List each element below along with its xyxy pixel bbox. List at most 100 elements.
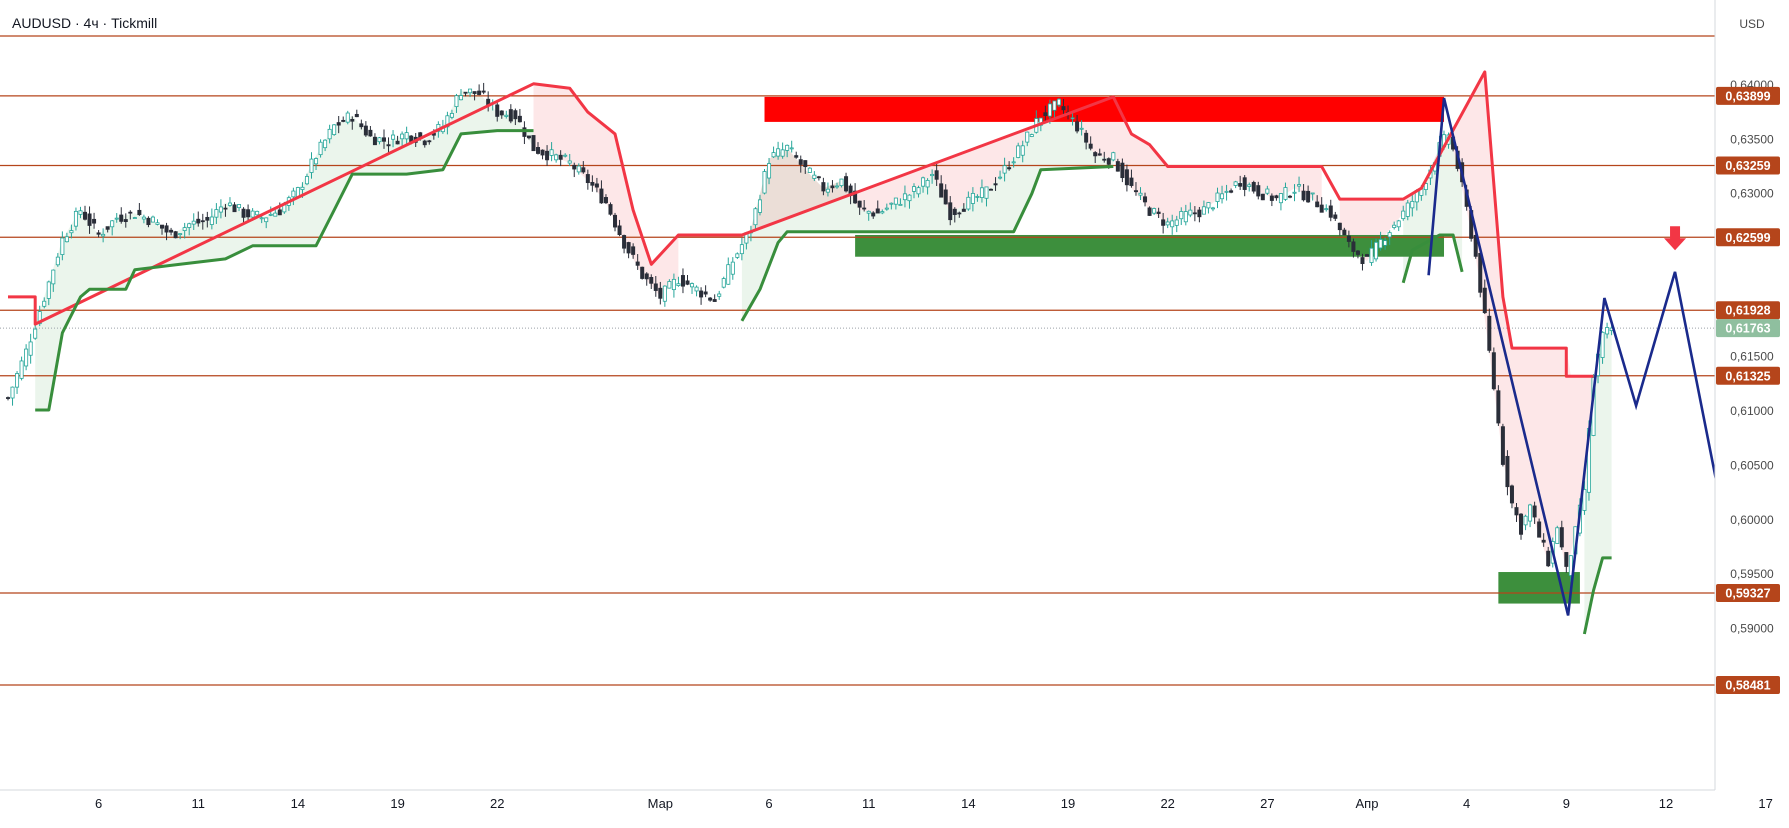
candle-body	[187, 223, 192, 228]
candle-body	[173, 231, 178, 239]
candle-body	[1251, 182, 1256, 192]
candle-body	[540, 149, 545, 156]
levels-layer	[0, 35, 1715, 686]
y-tick-label-6: 0,60000	[1730, 513, 1774, 527]
candle-body	[585, 174, 590, 184]
candle-body	[10, 386, 15, 399]
candle-body	[1491, 352, 1496, 390]
candle-body	[703, 291, 708, 295]
candle-body	[825, 188, 830, 193]
candle-body	[830, 185, 835, 189]
candle-body	[834, 185, 839, 188]
candle-body	[1509, 485, 1514, 504]
candle-body	[1260, 193, 1265, 201]
candle-body	[1102, 158, 1107, 161]
supertrend-up-line-4	[1582, 556, 1612, 635]
candle-body	[350, 118, 355, 122]
x-tick-label-9: 19	[1061, 796, 1075, 811]
candle-body	[336, 122, 341, 126]
candle-body	[943, 189, 948, 205]
candle-body	[318, 141, 323, 156]
candle-body	[395, 140, 400, 145]
candle-body	[1007, 167, 1012, 170]
candle-body	[563, 154, 568, 157]
candle-body	[613, 214, 618, 228]
candle-body	[1206, 202, 1211, 209]
candle-body	[939, 183, 944, 198]
candle-body	[807, 167, 812, 173]
candle-body	[223, 207, 228, 210]
y-tick-label-4: 0,61000	[1730, 404, 1774, 418]
candle-body	[1528, 504, 1533, 522]
candle-body	[1047, 103, 1052, 117]
candle-body	[481, 90, 486, 93]
candle-body	[708, 297, 713, 301]
candle-body	[37, 311, 42, 325]
y-tick-label-8: 0,59000	[1730, 622, 1774, 636]
x-tick-label-11: 27	[1260, 796, 1274, 811]
down-arrow-icon	[1664, 226, 1687, 251]
candle-body	[1201, 206, 1206, 215]
candle-body	[46, 281, 51, 299]
currency-label[interactable]: USD	[1739, 17, 1765, 31]
candle-body	[164, 225, 169, 233]
candle-body	[1111, 152, 1116, 161]
candle-body	[1532, 505, 1537, 518]
candle-body	[160, 224, 165, 229]
candle-body	[87, 213, 92, 226]
candle-body	[658, 287, 663, 299]
candle-body	[545, 150, 550, 161]
candle-body	[1129, 177, 1134, 186]
candle-body	[608, 204, 613, 215]
candle-body	[952, 208, 957, 215]
candle-body	[794, 155, 799, 158]
candle-body	[205, 216, 210, 221]
candle-body	[798, 159, 803, 165]
candle-body	[1156, 211, 1161, 214]
candle-body	[671, 278, 676, 291]
candle-body	[1396, 220, 1401, 228]
candle-body	[42, 300, 47, 307]
candle-body	[866, 210, 871, 214]
candle-body	[1165, 221, 1170, 226]
candle-body	[1392, 224, 1397, 228]
candle-body	[1020, 145, 1025, 156]
candle-body	[839, 178, 844, 187]
candle-body	[1342, 229, 1347, 236]
y-tick-label-2: 0,63000	[1730, 187, 1774, 201]
candle-body	[1152, 208, 1157, 214]
candle-body	[902, 193, 907, 201]
candle-body	[1546, 550, 1551, 567]
level-tag-1	[1716, 86, 1780, 105]
candle-body	[1559, 527, 1564, 548]
candle-body	[19, 360, 24, 379]
candle-body	[1183, 211, 1188, 223]
candle-body	[1287, 195, 1292, 198]
candle-body	[667, 281, 672, 289]
candle-body	[889, 202, 894, 205]
candle-body	[1324, 208, 1329, 211]
candle-body	[1537, 521, 1542, 538]
candle-body	[69, 230, 74, 234]
candle-body	[1378, 239, 1383, 249]
candle-body	[753, 208, 758, 226]
y-tick-label-3: 0,61500	[1730, 350, 1774, 364]
candle-body	[812, 174, 817, 179]
candle-body	[1138, 192, 1143, 196]
supertrend-up-line-3	[1401, 233, 1464, 284]
last-price-tag	[1716, 319, 1780, 338]
y-tick-label-7: 0,59500	[1730, 567, 1774, 581]
candle-body	[468, 88, 473, 94]
supertrend-layer	[8, 70, 1612, 635]
candle-body	[1351, 241, 1356, 252]
candle-body	[844, 176, 849, 192]
candle-body	[314, 158, 319, 165]
candle-body	[1387, 232, 1392, 238]
candle-body	[984, 186, 989, 199]
candle-body	[1541, 539, 1546, 543]
time-axis[interactable]	[0, 790, 1789, 823]
candle-body	[581, 167, 586, 173]
candle-body	[499, 110, 504, 116]
candle-body	[495, 104, 500, 117]
candle-body	[785, 144, 790, 151]
